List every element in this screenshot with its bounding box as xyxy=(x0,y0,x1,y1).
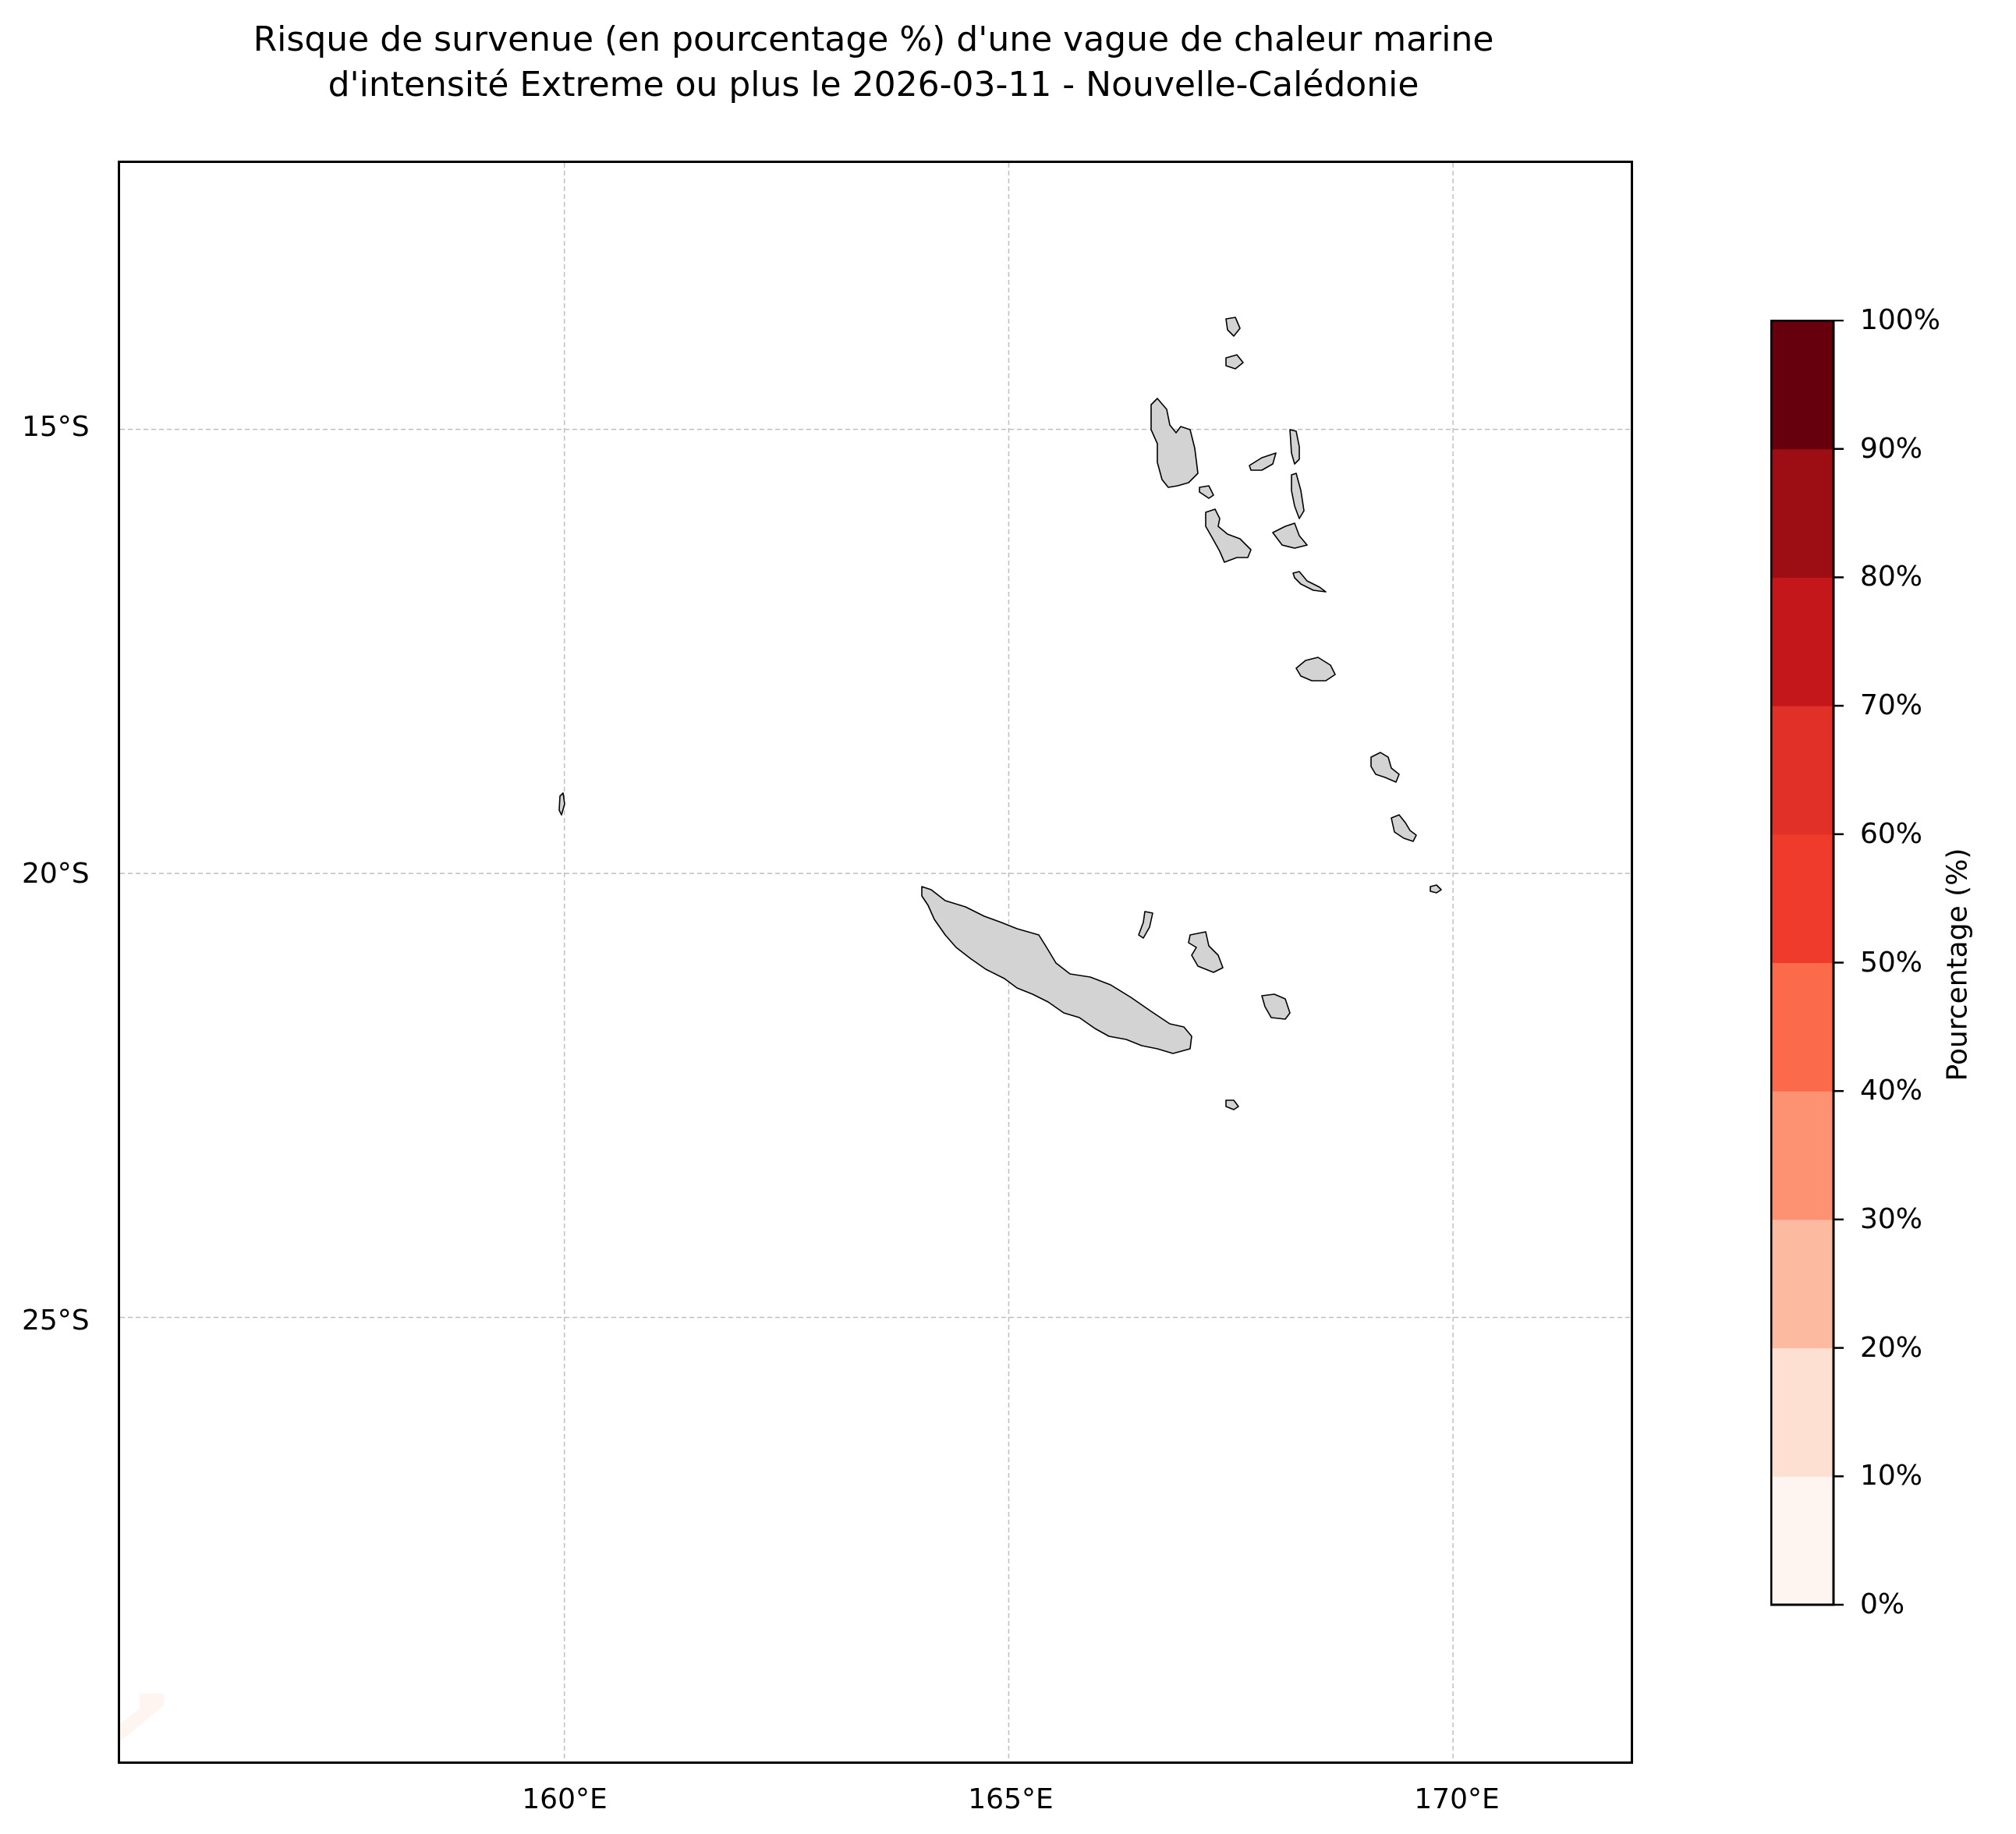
island-ambae xyxy=(1249,452,1277,471)
risk-patch-0-10 xyxy=(120,1694,164,1741)
gridlines xyxy=(120,163,1631,1761)
island-chesterfield xyxy=(558,792,565,816)
colorbar-segment xyxy=(1770,706,1834,835)
colorbar-tick-label: 80% xyxy=(1860,561,1923,593)
colorbar-tick-label: 40% xyxy=(1860,1075,1923,1107)
island-malekula xyxy=(1205,508,1252,563)
colorbar-frame xyxy=(1770,320,1835,1606)
island-matthew xyxy=(1430,884,1442,894)
title-line-1: Risque de survenue (en pourcentage %) d'… xyxy=(253,19,1494,59)
island-pentecost xyxy=(1291,473,1305,519)
lat-tick-label: 15°S xyxy=(22,411,90,443)
title-line-2: d'intensité Extreme ou plus le 2026-03-1… xyxy=(328,65,1419,104)
colorbar-segment xyxy=(1770,320,1834,450)
colorbar-segment xyxy=(1770,1091,1834,1220)
island-pins xyxy=(1225,1099,1239,1110)
lat-tick-label: 20°S xyxy=(22,858,90,890)
map-panel xyxy=(118,161,1633,1764)
colorbar-segment xyxy=(1770,577,1834,706)
island-vanuatu-torres-2 xyxy=(1225,354,1244,370)
colorbar-tick-label: 0% xyxy=(1860,1588,1905,1620)
island-espiritu-santo xyxy=(1150,398,1199,488)
island-efate xyxy=(1295,657,1336,682)
colorbar-segment xyxy=(1770,448,1834,578)
lon-tick-label: 160°E xyxy=(522,1783,608,1815)
island-maewo xyxy=(1289,429,1300,465)
island-epi xyxy=(1292,571,1327,593)
colorbar-label: Pourcentage (%) xyxy=(1941,848,1974,1082)
island-vanuatu-torres-1 xyxy=(1225,317,1241,337)
island-erromango xyxy=(1370,752,1400,783)
colorbar-segment xyxy=(1770,1476,1834,1606)
colorbar xyxy=(1770,320,1844,1606)
island-mare xyxy=(1261,993,1291,1020)
colorbar-tick-label: 10% xyxy=(1860,1460,1923,1492)
colorbar-segment xyxy=(1770,834,1834,963)
colorbar-segment xyxy=(1770,962,1834,1092)
lat-tick-label: 25°S xyxy=(22,1305,90,1337)
map-canvas xyxy=(120,163,1631,1761)
colorbar-tick-label: 60% xyxy=(1860,817,1923,850)
colorbar-segment xyxy=(1770,1347,1834,1477)
island-vanuatu-small-1 xyxy=(1199,485,1214,499)
colorbar-tick-label: 100% xyxy=(1860,304,1940,336)
colorbar-tick-label: 30% xyxy=(1860,1202,1923,1235)
island-ouvea xyxy=(1138,911,1153,939)
island-grande-terre xyxy=(921,886,1192,1054)
colorbar-tick-label: 90% xyxy=(1860,432,1923,465)
island-lifou xyxy=(1188,931,1224,973)
island-tanna xyxy=(1391,814,1417,842)
colorbar-tick-label: 70% xyxy=(1860,689,1923,722)
colorbar-tick-label: 50% xyxy=(1860,946,1923,979)
colorbar-segment xyxy=(1770,1219,1834,1349)
chart-title: Risque de survenue (en pourcentage %) d'… xyxy=(0,17,1747,108)
colorbar-tick-label: 20% xyxy=(1860,1331,1923,1364)
island-ambrym xyxy=(1272,522,1308,549)
lon-tick-label: 170°E xyxy=(1414,1783,1500,1815)
lon-tick-label: 165°E xyxy=(968,1783,1054,1815)
land-masses xyxy=(558,317,1442,1110)
